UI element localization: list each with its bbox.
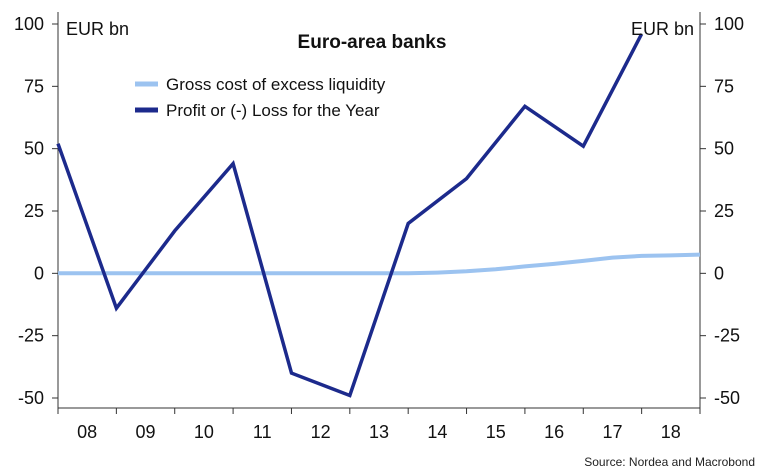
- legend-label-profit-loss: Profit or (-) Loss for the Year: [166, 101, 380, 120]
- y-right-tick-label: -50: [714, 388, 740, 408]
- series-line-excess-liquidity: [58, 252, 701, 276]
- series-layer: [56, 33, 701, 398]
- y-unit-left: EUR bn: [66, 19, 129, 39]
- legend: Gross cost of excess liquidity Profit or…: [135, 75, 386, 120]
- x-tick-label: 10: [194, 422, 214, 442]
- y-right-tick-label: 0: [714, 263, 724, 283]
- y-axis-right-ticks: 100 75 50 25 0 -25 -50: [700, 14, 744, 408]
- x-tick-label: 11: [253, 422, 272, 442]
- y-right-tick-label: 50: [714, 139, 734, 159]
- y-right-tick-label: 75: [714, 76, 734, 96]
- x-tick-label: 17: [602, 422, 622, 442]
- x-tick-label: 16: [544, 422, 564, 442]
- y-left-tick-label: 50: [24, 139, 44, 159]
- y-right-tick-label: 25: [714, 201, 734, 221]
- x-tick-label: 14: [427, 422, 447, 442]
- y-left-tick-label: -25: [18, 326, 44, 346]
- y-left-tick-label: -50: [18, 388, 44, 408]
- y-left-tick-label: 75: [24, 76, 44, 96]
- x-tick-label: 09: [136, 422, 156, 442]
- y-left-tick-label: 25: [24, 201, 44, 221]
- y-right-tick-label: 100: [714, 14, 744, 34]
- x-tick-label: 15: [486, 422, 506, 442]
- y-left-tick-label: 0: [34, 263, 44, 283]
- x-tick-label: 12: [311, 422, 331, 442]
- x-tick-label: 13: [369, 422, 389, 442]
- y-axis-left-ticks: 100 75 50 25 0 -25 -50: [14, 14, 58, 408]
- series-line-profit-loss: [56, 33, 644, 398]
- chart-title: Euro-area banks: [298, 32, 447, 53]
- x-tick-label: 08: [77, 422, 97, 442]
- legend-label-excess-liquidity: Gross cost of excess liquidity: [166, 75, 386, 94]
- source-note: Source: Nordea and Macrobond: [584, 455, 755, 469]
- y-right-tick-label: -25: [714, 326, 740, 346]
- x-axis-ticks: 08 09 10 11 12 13 14 15 16 17 18: [57, 408, 701, 442]
- y-unit-right: EUR bn: [631, 19, 694, 39]
- x-tick-label: 18: [661, 422, 681, 442]
- y-left-tick-label: 100: [14, 14, 44, 34]
